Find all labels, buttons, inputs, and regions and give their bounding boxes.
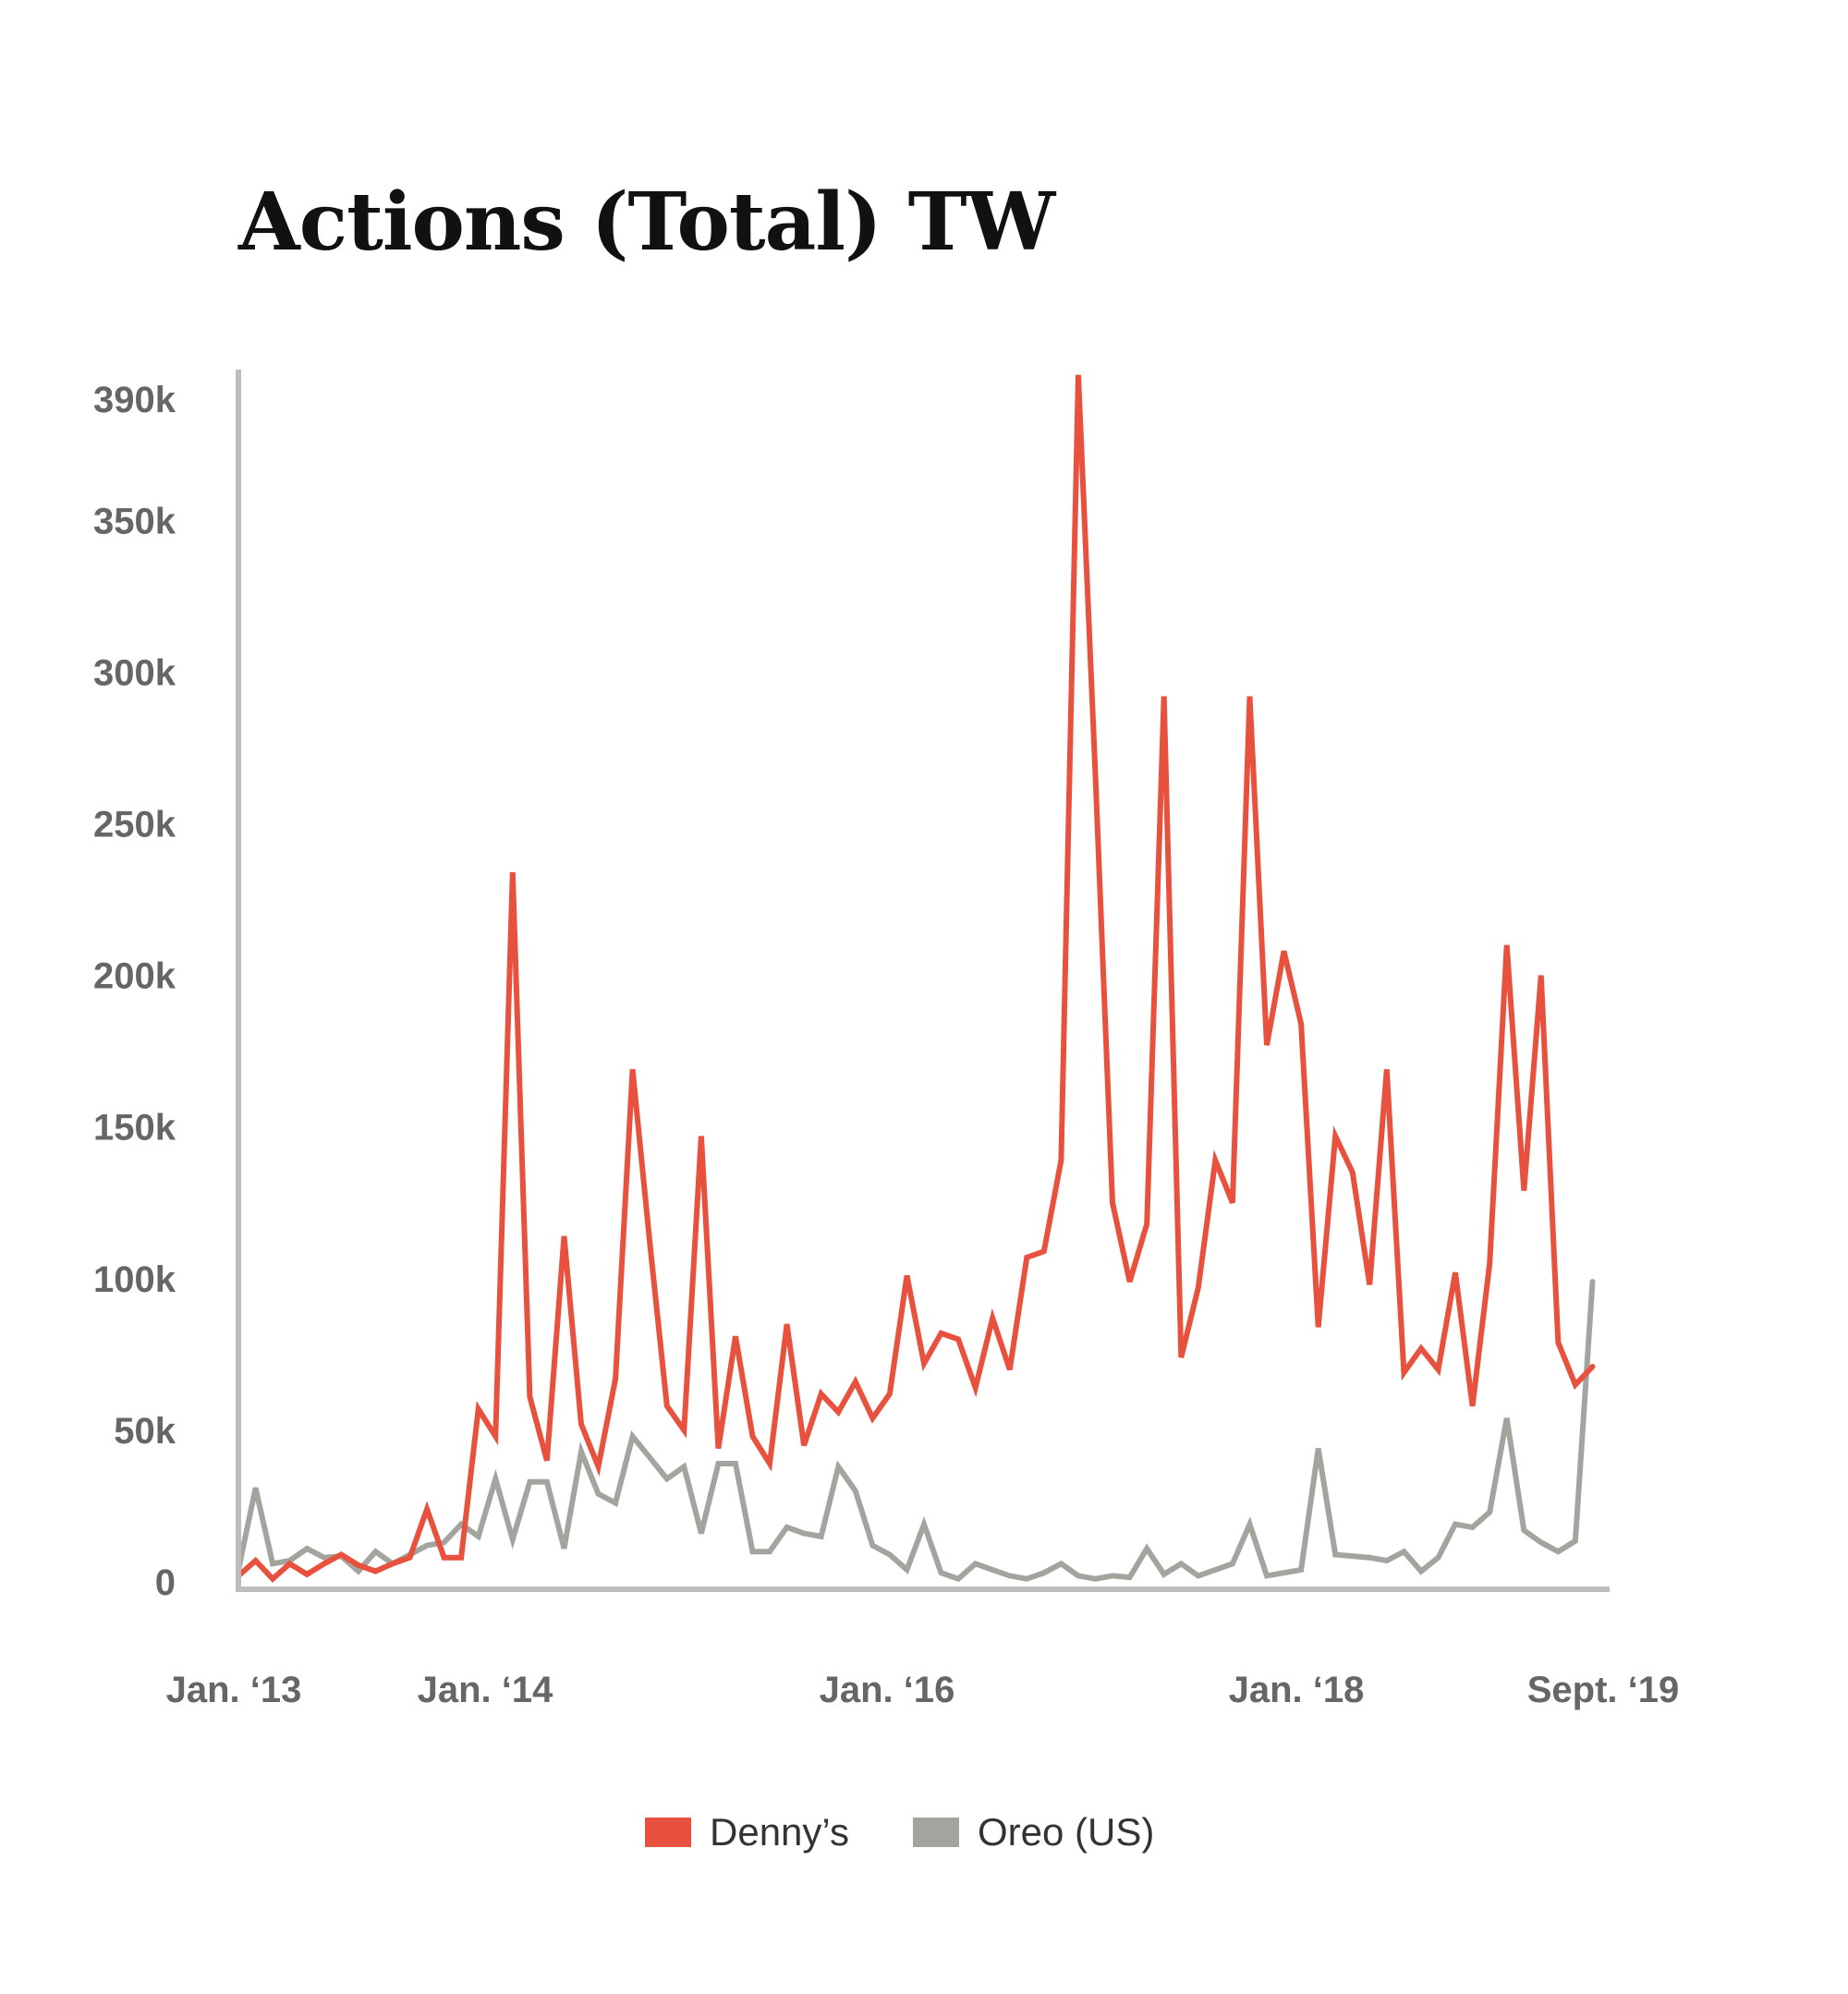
legend-label-denny-s: Denny’s	[710, 1810, 849, 1854]
series-line-denny-s	[236, 374, 1596, 1583]
y-tick-label: 350k	[93, 501, 176, 541]
y-tick-label: 390k	[93, 380, 176, 420]
x-axis-tick-labels: Jan. ‘13 Jan. ‘14 Jan. ‘16 Jan. ‘18 Sept. ‘1…	[166, 1670, 1680, 1710]
x-tick-label: Jan. ‘13	[166, 1670, 302, 1710]
x-tick-label: Jan. ‘18	[1229, 1670, 1365, 1710]
x-tick-label: Jan. ‘14	[418, 1670, 554, 1710]
legend-swatch-denny-s	[645, 1818, 691, 1847]
y-tick-label: 250k	[93, 804, 176, 845]
y-tick-label: 0	[155, 1562, 176, 1603]
x-tick-label: Jan. ‘16	[820, 1670, 955, 1710]
chart-title: Actions (Total) TW	[238, 176, 1055, 269]
y-tick-label: 50k	[114, 1411, 176, 1452]
y-axis-tick-labels: 0 50k 100k 150k 200k 250k 300k 350k 390k	[93, 380, 176, 1603]
legend-swatch-oreo-us	[913, 1818, 959, 1847]
legend: Denny’s Oreo (US)	[645, 1810, 1154, 1854]
legend-label-oreo-us: Oreo (US)	[978, 1810, 1154, 1854]
y-tick-label: 300k	[93, 652, 176, 693]
x-tick-label: Sept. ‘19	[1527, 1670, 1680, 1710]
y-tick-label: 100k	[93, 1259, 176, 1300]
series-layer	[236, 374, 1596, 1583]
y-tick-label: 150k	[93, 1108, 176, 1149]
y-tick-label: 200k	[93, 956, 176, 997]
